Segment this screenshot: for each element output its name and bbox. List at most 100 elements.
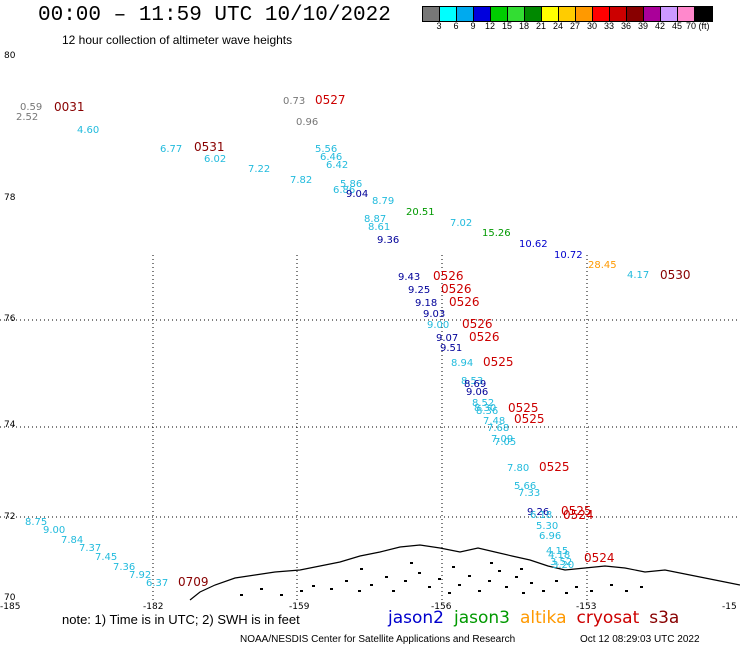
footer-credit: NOAA/NESDIS Center for Satellite Applica… (240, 634, 516, 645)
wave-height-label: 8.69 (464, 379, 486, 390)
wave-height-label: 8.61 (368, 222, 390, 233)
wave-height-label: 9.07 (436, 333, 458, 344)
satellite-legend: jason2 jason3 altika cryosat s3a (388, 608, 689, 628)
island-mark (448, 592, 451, 594)
pass-time-label: 0524 (563, 508, 594, 522)
pass-time-label: 0524 (584, 551, 615, 565)
latitude-tick-label: 76 (4, 314, 16, 324)
coastline (189, 544, 740, 601)
wave-height-label: 9.18 (415, 298, 437, 309)
island-mark (418, 572, 421, 574)
wave-readings: 0.59 0031 2.52 4.60 0.73 0527 0.96 6.77 05316.02… (16, 93, 691, 589)
pass-time-label: 0709 (178, 575, 209, 589)
color-scale-label: 27 (569, 21, 581, 31)
color-swatch (508, 7, 525, 21)
note-text: note: 1) Time is in UTC; 2) SWH is in fe… (62, 612, 300, 627)
island-mark (555, 580, 558, 582)
wave-height-label: 3.52 (550, 557, 572, 568)
wave-height-label: 9.00 (427, 320, 449, 331)
color-scale-label: 24 (552, 21, 564, 31)
longitude-tick-label: -185 (0, 602, 20, 612)
color-swatch (695, 7, 712, 21)
island-mark (360, 568, 363, 570)
island-mark (280, 594, 283, 596)
wave-height-label: 7.09 (491, 434, 513, 445)
color-swatch (423, 7, 440, 21)
wave-height-label: 9.04 (346, 189, 368, 200)
wave-height-label: 7.37 (79, 543, 101, 554)
wave-height-label: 7.68 (487, 423, 509, 434)
longitude-tick-label: -159 (289, 602, 310, 612)
pass-time-label: 0525 (514, 412, 545, 426)
color-swatch (627, 7, 644, 21)
legend-item-s3a: s3a (649, 608, 680, 628)
color-swatch (542, 7, 559, 21)
latitude-tick-label: 70 (4, 593, 16, 603)
color-scale-label: 12 (484, 21, 496, 31)
wave-height-label: 0.59 (20, 102, 42, 113)
island-mark (404, 580, 407, 582)
wave-height-label: 6.18 (530, 510, 552, 521)
color-scale-label: 21 (535, 21, 547, 31)
wave-height-label: 8.94 (451, 358, 473, 369)
wave-height-label: 4.18 (548, 550, 570, 561)
wave-height-label: 4.17 (627, 270, 649, 281)
island-mark (488, 580, 491, 582)
island-mark (260, 588, 263, 590)
island-mark (345, 580, 348, 582)
wave-height-label: 5.30 (536, 521, 558, 532)
pass-time-label: 0531 (194, 140, 225, 154)
wave-height-label: 6.77 (160, 144, 182, 155)
pass-time-label: 0526 (433, 269, 464, 283)
wave-height-label: 8.53 (461, 376, 483, 387)
island-mark (370, 584, 373, 586)
wave-height-label: 7.33 (518, 488, 540, 499)
island-mark (520, 568, 523, 570)
legend-item-altika: altika (520, 608, 567, 628)
island-mark (392, 590, 395, 592)
coastline-path (189, 544, 740, 601)
island-mark (385, 576, 388, 578)
island-mark (610, 584, 613, 586)
color-scale-label: 70 (ft) (686, 21, 710, 31)
island-mark (565, 592, 568, 594)
page-title: 00:00 – 11:59 UTC 10/10/2022 (38, 4, 391, 27)
longitude-tick-label: -153 (576, 602, 596, 612)
legend-item-jason3: jason3 (454, 608, 510, 628)
pass-time-label: 0525 (508, 401, 539, 415)
wave-height-label: 8.36 (476, 406, 498, 417)
wave-height-label: 5.66 (514, 481, 536, 492)
wave-height-label: 6.02 (204, 154, 226, 165)
color-scale-label: 18 (518, 21, 530, 31)
longitude-tick-label: -156 (431, 602, 452, 612)
wave-height-label: 7.92 (129, 570, 151, 581)
wave-height-label: 9.43 (398, 272, 420, 283)
color-scale-label: 30 (586, 21, 598, 31)
wave-height-label: 4.15 (546, 546, 568, 557)
wave-height-label: 7.82 (290, 175, 312, 186)
wave-height-label: 9.03 (423, 309, 445, 320)
wave-height-label: 8.52 (472, 398, 494, 409)
latitude-tick-label: 80 (4, 51, 16, 61)
island-mark (240, 594, 243, 596)
wave-height-label: 5.86 (340, 179, 362, 190)
island-mark (438, 578, 441, 580)
island-mark (505, 586, 508, 588)
wave-height-label: 8.30 (474, 403, 496, 414)
wave-height-label: 7.45 (95, 552, 117, 563)
wave-height-label: 4.60 (77, 125, 99, 136)
pass-time-label: 0526 (441, 282, 472, 296)
legend-item-cryosat: cryosat (576, 608, 640, 628)
island-mark (300, 590, 303, 592)
pass-time-label: 0526 (469, 330, 500, 344)
color-scale-label: 42 (654, 21, 666, 31)
grid-lines (0, 255, 740, 600)
pass-time-label: 0525 (483, 355, 514, 369)
footer-timestamp: Oct 12 08:29:03 UTC 2022 (580, 634, 700, 645)
color-scale-label: 39 (637, 21, 649, 31)
longitude-tick-label: -182 (143, 602, 163, 612)
island-mark (522, 592, 525, 594)
island-mark (515, 576, 518, 578)
wave-height-label: 9.51 (440, 343, 462, 354)
